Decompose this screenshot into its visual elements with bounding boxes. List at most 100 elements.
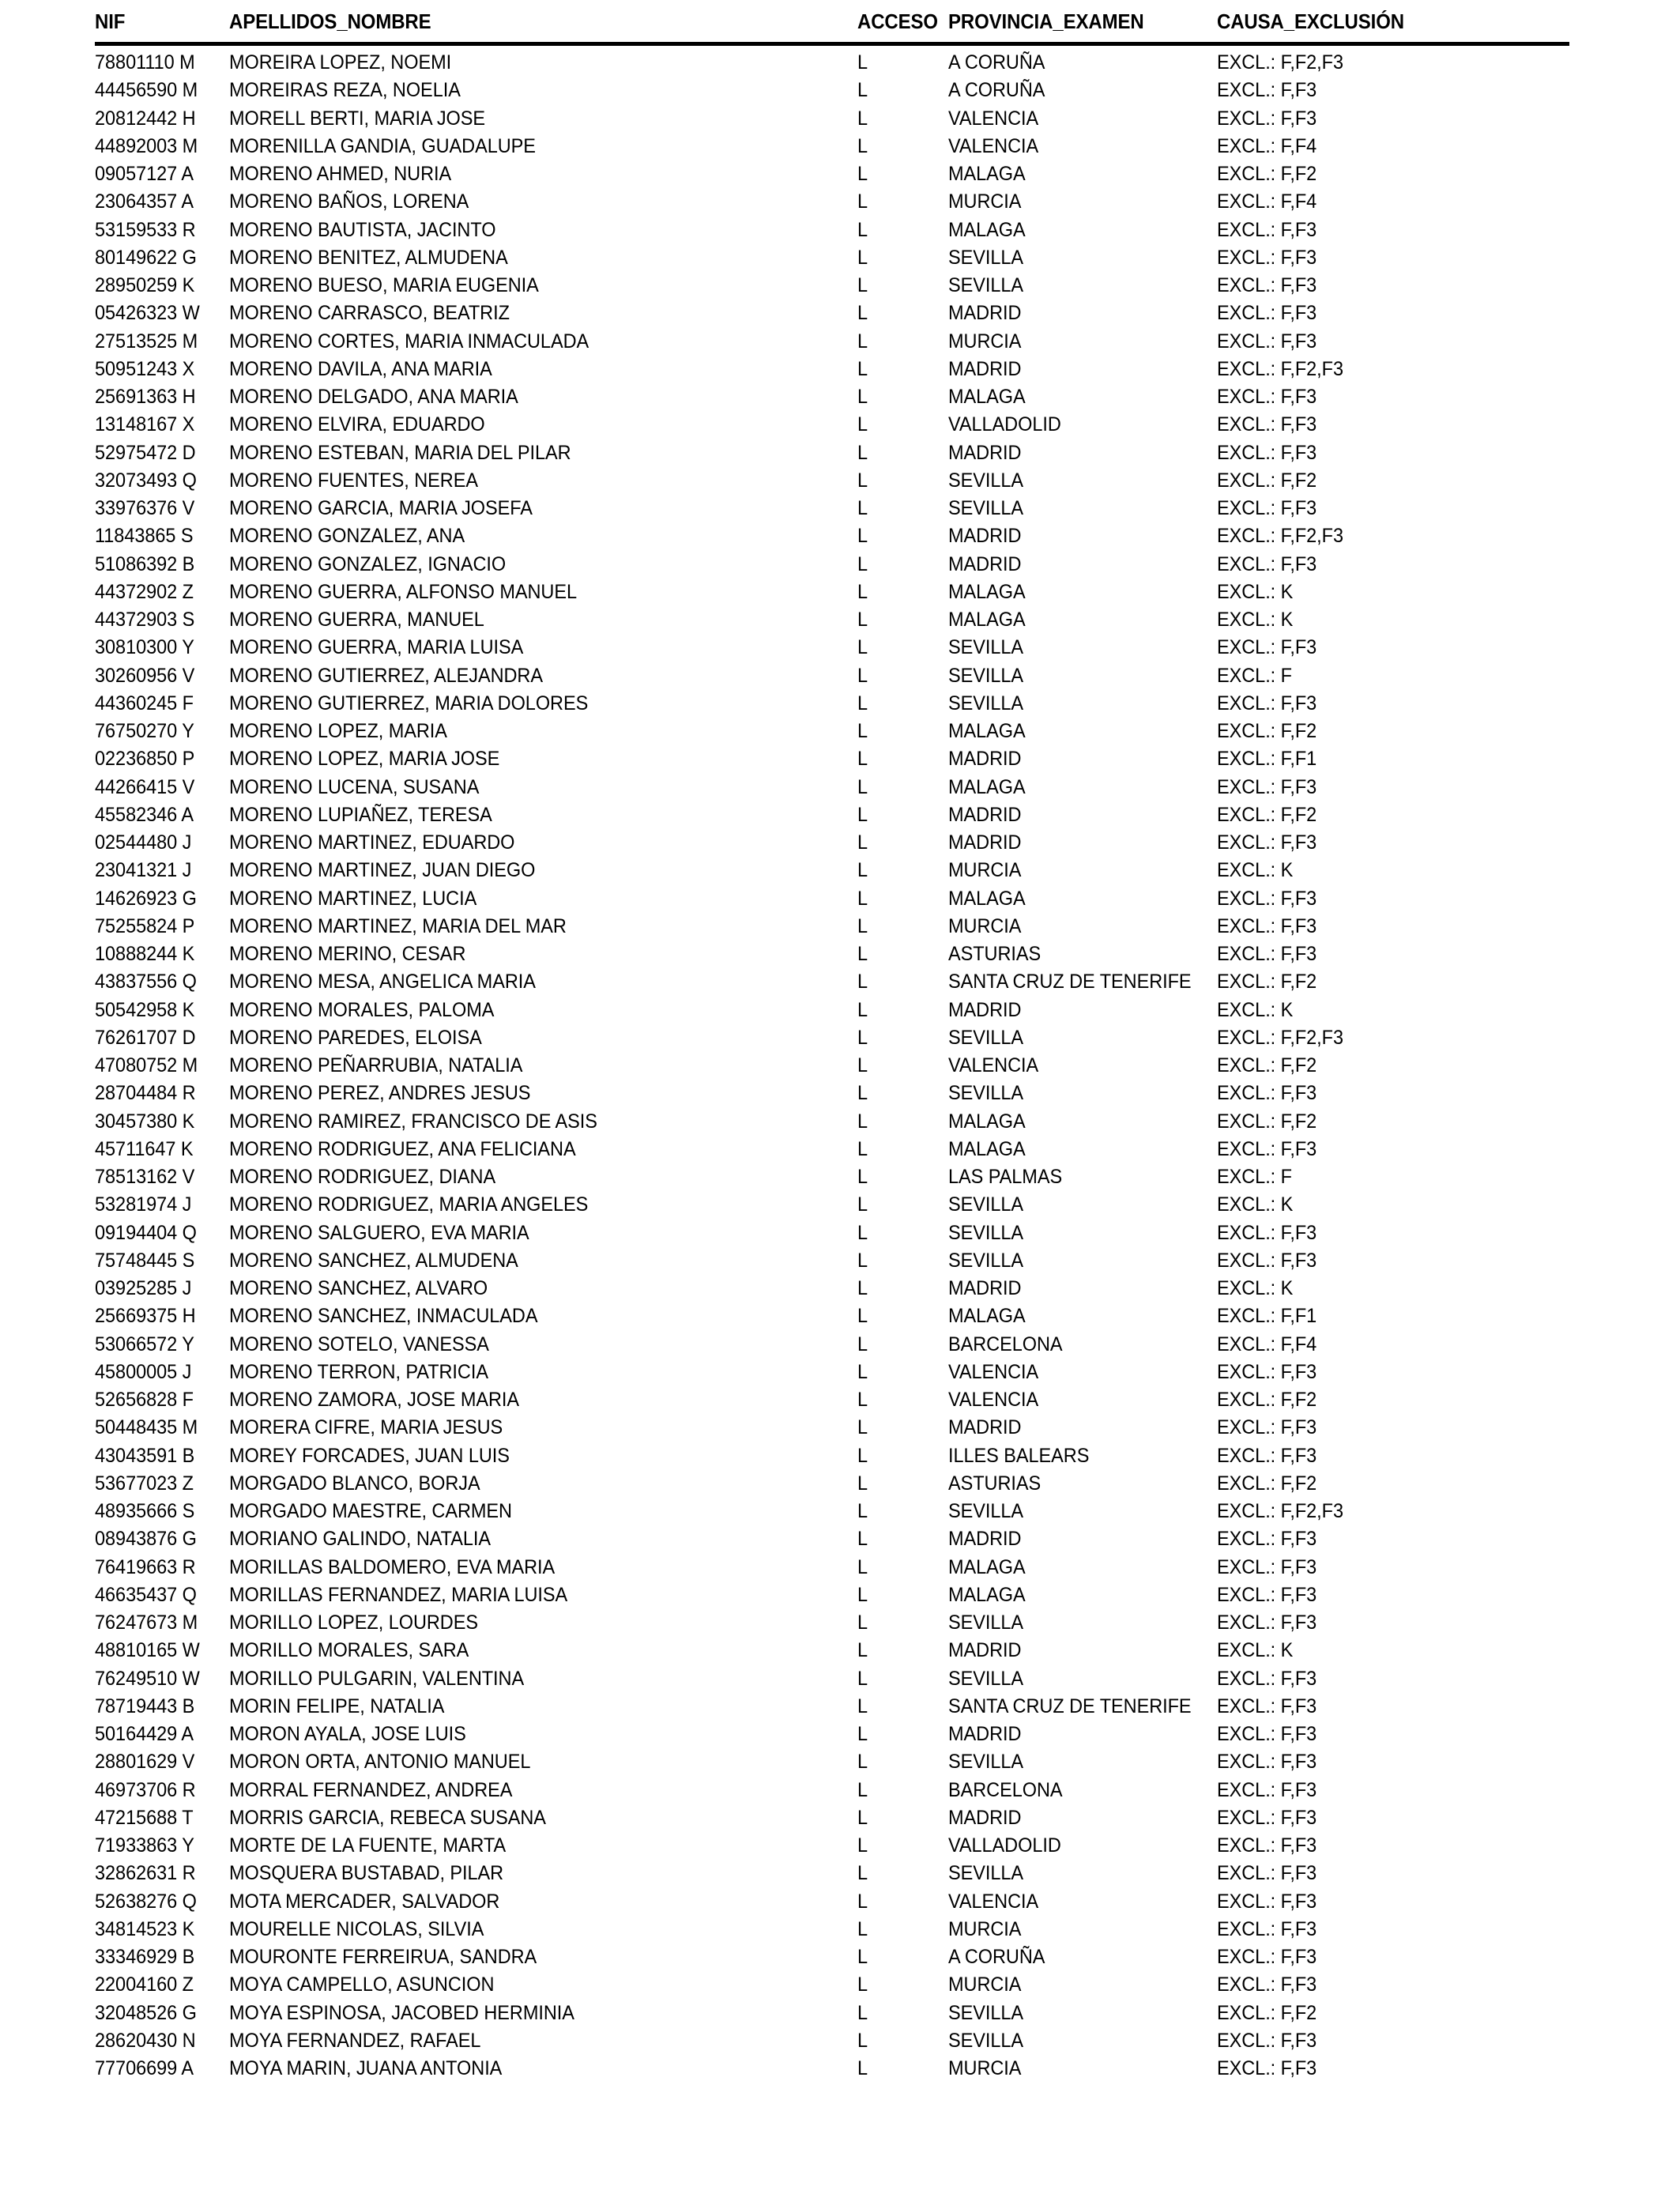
cell-causa: EXCL.: F,F3 [1217,1221,1317,1244]
cell-causa: EXCL.: F,F3 [1217,1917,1317,1940]
cell-causa: EXCL.: F,F3 [1217,552,1317,575]
table-row: 50951243 X MORENO DAVILA, ANA MARIA L MADRI… [95,356,1569,383]
cell-causa: EXCL.: F,F3 [1217,1137,1317,1160]
table-row: 32073493 Q MORENO FUENTES, NEREA L SEVILLA E… [95,467,1569,495]
table-row: 76261707 D MORENO PAREDES, ELOISA L SEVILLA… [95,1024,1569,1052]
cell-nif: 77706699 A [95,2057,194,2079]
cell-nif: 45800005 J [95,1360,192,1383]
cell-name: MORENO SANCHEZ, ALVARO [229,1277,488,1299]
cell-nif: 09057127 A [95,163,194,185]
cell-acceso: L [857,1667,868,1690]
cell-acceso: L [857,1082,868,1105]
cell-name: MORENO BAUTISTA, JACINTO [229,218,496,241]
table-row: 30810300 Y MORENO GUERRA, MARIA LUISA L SEV… [95,634,1569,662]
cell-causa: EXCL.: F,F3 [1217,914,1317,937]
cell-name: MORENO LUPIAÑEZ, TERESA [229,803,492,826]
cell-name: MOYA MARIN, JUANA ANTONIA [229,2057,503,2079]
column-header-provincia: PROVINCIA_EXAMEN [948,11,1144,33]
table-body: 78801110 M MOREIRA LOPEZ, NOEMI L A CORUÑA E… [95,44,1569,2083]
cell-nif: 28950259 K [95,274,195,296]
cell-name: MORENO RAMIREZ, FRANCISCO DE ASIS [229,1110,597,1133]
cell-nif: 32862631 R [95,1862,196,1885]
table-row: 50164429 A MORON AYALA, JOSE LUIS L MADRID E… [95,1721,1569,1748]
cell-causa: EXCL.: F,F2 [1217,1110,1317,1133]
column-header-acceso: ACCESO [857,11,938,33]
table-row: 30260956 V MORENO GUTIERREZ, ALEJANDRA L SE… [95,662,1569,690]
cell-name: MOREIRAS REZA, NOELIA [229,79,461,102]
cell-name: MORGADO BLANCO, BORJA [229,1472,480,1495]
cell-acceso: L [857,79,868,102]
cell-provincia: MADRID [948,1416,1022,1439]
cell-nif: 47215688 T [95,1806,194,1829]
cell-causa: EXCL.: F,F3 [1217,1249,1317,1272]
cell-nif: 78801110 M [95,51,195,74]
table-row: 50542958 K MORENO MORALES, PALOMA L MADRID E… [95,997,1569,1024]
table-row: 76419663 R MORILLAS BALDOMERO, EVA MARIA L… [95,1554,1569,1581]
cell-provincia: LAS PALMAS [948,1166,1063,1188]
cell-acceso: L [857,1110,868,1133]
cell-provincia: SANTA CRUZ DE TENERIFE [948,1695,1192,1717]
cell-causa: EXCL.: F,F3 [1217,1890,1317,1913]
cell-causa: EXCL.: F,F1 [1217,1305,1317,1328]
cell-name: MORENO GUTIERREZ, MARIA DOLORES [229,692,589,714]
cell-provincia: MALAGA [948,1305,1026,1328]
cell-acceso: L [857,664,868,687]
cell-nif: 75748445 S [95,1249,195,1272]
cell-acceso: L [857,720,868,742]
table-row: 09057127 A MORENO AHMED, NURIA L MALAGA EXCL… [95,160,1569,188]
table-row: 80149622 G MORENO BENITEZ, ALMUDENA L SEVIL… [95,244,1569,272]
cell-acceso: L [857,1472,868,1495]
cell-causa: EXCL.: F,F3 [1217,1834,1317,1857]
table-row: 28620430 N MOYA FERNANDEZ, RAFAEL L SEVILLA… [95,2027,1569,2055]
table-row: 28704484 R MORENO PEREZ, ANDRES JESUS L SEV… [95,1080,1569,1107]
table-row: 33976376 V MORENO GARCIA, MARIA JOSEFA L SE… [95,495,1569,522]
table-row: 11843865 S MORENO GONZALEZ, ANA L MADRID EXC… [95,522,1569,550]
table-row: 46635437 Q MORILLAS FERNANDEZ, MARIA LUIS… [95,1581,1569,1609]
cell-nif: 78719443 B [95,1695,195,1717]
cell-name: MORENO MESA, ANGELICA MARIA [229,971,536,993]
cell-acceso: L [857,441,868,464]
cell-nif: 51086392 B [95,552,195,575]
cell-provincia: MADRID [948,552,1022,575]
cell-acceso: L [857,1528,868,1551]
cell-causa: EXCL.: F,F3 [1217,274,1317,296]
column-header-causa: CAUSA_EXCLUSIÓN [1217,11,1404,33]
cell-causa: EXCL.: F,F1 [1217,748,1317,771]
cell-nif: 50542958 K [95,998,195,1021]
cell-acceso: L [857,887,868,910]
cell-nif: 33976376 V [95,497,195,519]
cell-name: MOYA FERNANDEZ, RAFAEL [229,2029,481,2052]
cell-name: MORENO BUESO, MARIA EUGENIA [229,274,539,296]
cell-provincia: MADRID [948,1277,1022,1299]
cell-nif: 52638276 Q [95,1890,197,1913]
cell-name: MOREY FORCADES, JUAN LUIS [229,1444,510,1467]
cell-provincia: MURCIA [948,190,1022,213]
table-row: 48810165 W MORILLO MORALES, SARA L MADRID EX… [95,1637,1569,1664]
table-row: 47215688 T MORRIS GARCIA, REBECA SUSANA L M… [95,1804,1569,1832]
table-row: 23041321 J MORENO MARTINEZ, JUAN DIEGO L MU… [95,857,1569,884]
cell-name: MORENO CARRASCO, BEATRIZ [229,302,510,325]
cell-provincia: SEVILLA [948,1862,1024,1885]
cell-causa: EXCL.: F,F4 [1217,190,1317,213]
cell-name: MORENO MARTINEZ, EDUARDO [229,831,515,854]
cell-nif: 43043591 B [95,1444,195,1467]
cell-name: MORENO MARTINEZ, MARIA DEL MAR [229,914,567,937]
table-row: 03925285 J MORENO SANCHEZ, ALVARO L MADRID E… [95,1275,1569,1302]
cell-nif: 22004160 Z [95,1973,194,1996]
cell-name: MORENO AHMED, NURIA [229,163,452,185]
cell-acceso: L [857,51,868,74]
table-row: 51086392 B MORENO GONZALEZ, IGNACIO L MADRI… [95,551,1569,579]
cell-nif: 46635437 Q [95,1583,197,1606]
cell-nif: 44372902 Z [95,580,194,603]
cell-name: MOURELLE NICOLAS, SILVIA [229,1917,484,1940]
table-row: 32862631 R MOSQUERA BUSTABAD, PILAR L SEVIL… [95,1860,1569,1887]
cell-provincia: SEVILLA [948,274,1024,296]
cell-nif: 02544480 J [95,831,192,854]
cell-causa: EXCL.: K [1217,998,1294,1021]
cell-name: MOREIRA LOPEZ, NOEMI [229,51,452,74]
cell-acceso: L [857,1166,868,1188]
cell-acceso: L [857,692,868,714]
cell-name: MORON AYALA, JOSE LUIS [229,1723,466,1745]
cell-causa: EXCL.: F,F3 [1217,497,1317,519]
cell-acceso: L [857,497,868,519]
